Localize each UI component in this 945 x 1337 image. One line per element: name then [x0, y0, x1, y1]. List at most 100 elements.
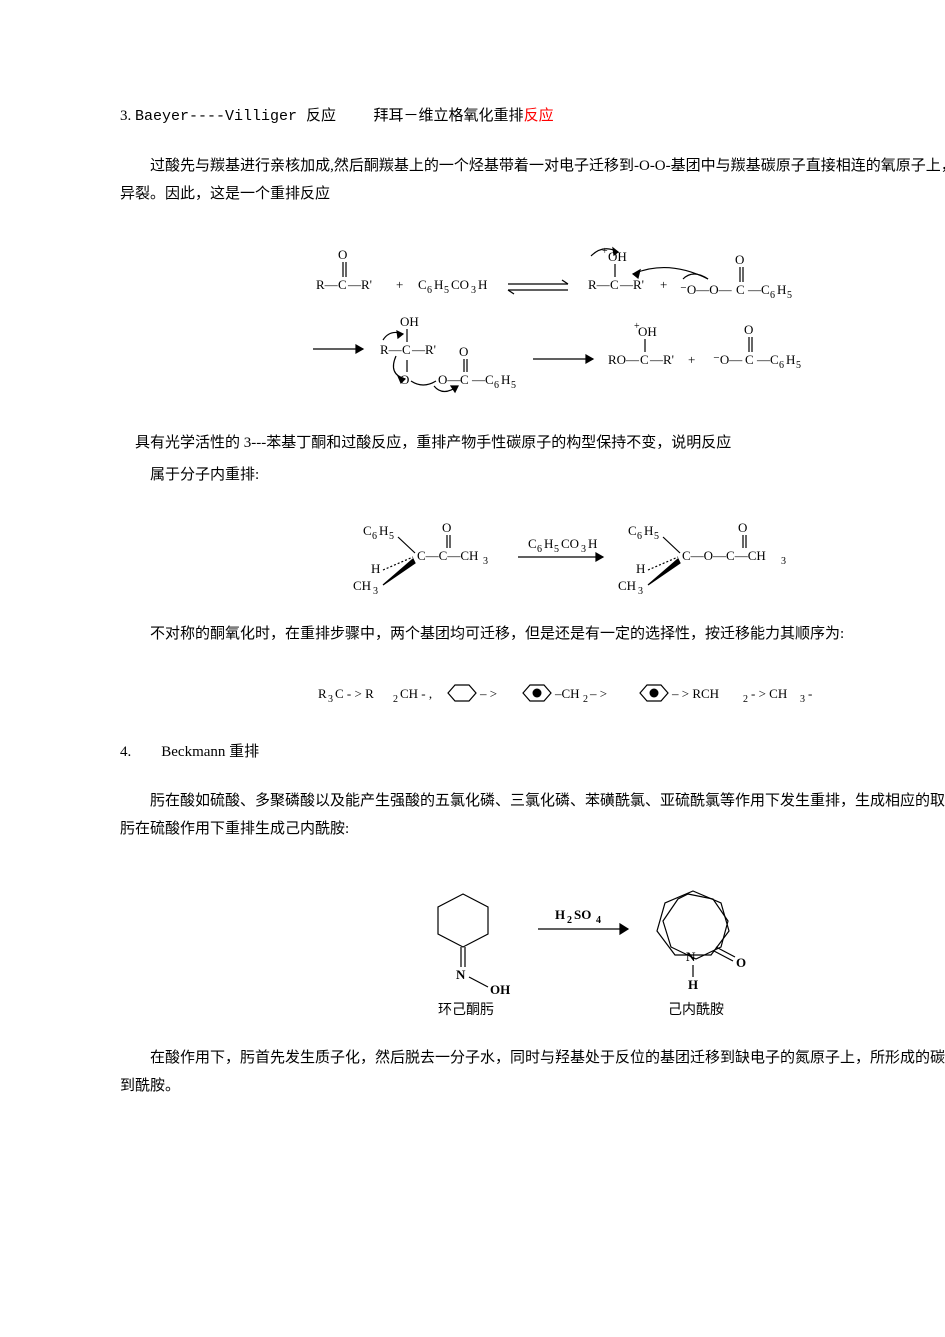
svg-text:6: 6	[372, 531, 377, 542]
svg-text:2: 2	[743, 694, 748, 705]
svg-text:SO: SO	[574, 907, 591, 922]
svg-text:RO—: RO—	[608, 352, 640, 367]
sec4-para2: 在酸作用下，肟首先发生质子化，然后脱去一分子水，同时与羟基处于反位的基团迁移到缺…	[120, 1044, 945, 1101]
svg-text:O—: O—	[438, 372, 461, 387]
svg-text:+: +	[660, 277, 667, 292]
fig4-right-label: 己内酰胺	[668, 1002, 724, 1018]
svg-text:5: 5	[554, 544, 559, 555]
sec3-cn-red: 反应	[524, 108, 554, 124]
svg-text:C: C	[402, 342, 411, 357]
sec3-para3: 不对称的酮氧化时，在重排步骤中，两个基团均可迁移，但是还是有一定的选择性，按迁移…	[120, 620, 945, 649]
svg-text:3: 3	[581, 544, 586, 555]
svg-text:+: +	[688, 352, 695, 367]
svg-text:H: H	[555, 907, 565, 922]
svg-text:R—: R—	[588, 277, 611, 292]
svg-text:6: 6	[494, 380, 499, 391]
svg-text:3: 3	[638, 586, 643, 595]
svg-text:3: 3	[373, 586, 378, 595]
svg-text:H: H	[478, 277, 487, 292]
svg-text:6: 6	[770, 290, 775, 301]
svg-text:H: H	[588, 536, 597, 551]
sec3-num: 3.	[120, 108, 135, 124]
sec3-cn-prefix: 拜耳－维立格氧化重排	[374, 108, 524, 124]
svg-text:C: C	[418, 277, 427, 292]
svg-text:5: 5	[511, 380, 516, 391]
svg-text:—C: —C	[747, 282, 770, 297]
svg-text:O: O	[735, 252, 744, 267]
svg-text:C: C	[640, 352, 649, 367]
svg-text:C: C	[628, 523, 637, 538]
svg-text:3: 3	[471, 285, 476, 296]
svg-text:–CH: –CH	[554, 686, 580, 701]
svg-text:OH: OH	[490, 982, 510, 997]
svg-text:3: 3	[800, 694, 805, 705]
svg-text:4: 4	[596, 915, 601, 926]
svg-text:O: O	[338, 247, 347, 262]
svg-text:O: O	[738, 520, 747, 535]
svg-text:5: 5	[444, 285, 449, 296]
svg-text:O: O	[736, 955, 746, 970]
svg-text:C: C	[745, 352, 754, 367]
sec4-para1: 肟在酸如硫酸、多聚磷酸以及能产生强酸的五氯化磷、三氯化磷、苯磺酰氯、亚硫酰氯等作…	[120, 787, 945, 844]
svg-text:CO: CO	[451, 277, 469, 292]
svg-text:H: H	[379, 523, 388, 538]
svg-text:C: C	[528, 536, 537, 551]
section3-heading: 3. Baeyer----Villiger 反应 拜耳－维立格氧化重排反应	[120, 102, 945, 132]
svg-text:6: 6	[637, 531, 642, 542]
svg-text:—C: —C	[471, 372, 494, 387]
svg-text:CH: CH	[618, 578, 636, 593]
svg-text:CH: CH	[353, 578, 371, 593]
svg-text:3: 3	[328, 694, 333, 705]
svg-text:H: H	[644, 523, 653, 538]
svg-text:5: 5	[389, 531, 394, 542]
svg-text:6: 6	[427, 285, 432, 296]
fig2-chiral: C6H5 H CH3 C—C—CH3 O C6H5CO3H C6H5 H CH3…	[120, 515, 945, 595]
svg-text:H: H	[371, 561, 380, 576]
svg-text:—R': —R'	[619, 277, 644, 292]
svg-text:—C: —C	[756, 352, 779, 367]
svg-text:H: H	[501, 372, 510, 387]
svg-text:-: -	[808, 686, 812, 701]
fig4-beckmann: N OH H2SO4 N H O 环己酮肟 己内酰胺	[120, 869, 945, 1019]
svg-text:C—O—C—CH: C—O—C—CH	[682, 548, 766, 563]
fig3-migration-order: R3C - > R2CH - , – > –CH2– > – > RCH2- >…	[120, 673, 945, 713]
svg-text:– >: – >	[589, 686, 607, 701]
svg-text:OH: OH	[400, 314, 419, 329]
svg-text:5: 5	[796, 360, 801, 371]
fig4-left-label: 环己酮肟	[438, 1003, 494, 1018]
svg-text:—R': —R'	[411, 342, 436, 357]
svg-text:C: C	[338, 277, 347, 292]
svg-text:O: O	[442, 520, 451, 535]
sec3-para2a: 具有光学活性的 3---苯基丁酮和过酸反应，重排产物手性碳原子的构型保持不变，说…	[135, 429, 945, 458]
sec3-en: Baeyer----Villiger 反应	[135, 108, 336, 125]
svg-text:R: R	[318, 686, 327, 701]
svg-text:—R': —R'	[347, 277, 372, 292]
svg-text:⁻O—O—: ⁻O—O—	[680, 282, 733, 297]
svg-text:R—: R—	[316, 277, 339, 292]
svg-text:H: H	[786, 352, 795, 367]
svg-text:C: C	[736, 282, 745, 297]
svg-text:H: H	[636, 561, 645, 576]
svg-text:R—: R—	[380, 342, 403, 357]
svg-text:3: 3	[781, 556, 786, 567]
svg-text:N: N	[686, 949, 696, 964]
svg-text:C - > R: C - > R	[335, 686, 374, 701]
svg-text:+: +	[602, 246, 608, 257]
svg-text:OH: OH	[638, 324, 657, 339]
svg-text:6: 6	[537, 544, 542, 555]
svg-text:– >: – >	[479, 686, 497, 701]
svg-text:C: C	[363, 523, 372, 538]
section4-heading: 4. Beckmann 重排	[120, 738, 945, 767]
fig1-mechanism: R— C —R' O + C6 H5 CO3 H R— C —R' OH + +…	[120, 234, 945, 404]
svg-text:5: 5	[787, 290, 792, 301]
svg-text:H: H	[434, 277, 443, 292]
svg-text:O: O	[459, 344, 468, 359]
sec3-para2b: 属于分子内重排:	[150, 461, 945, 490]
svg-text:N: N	[456, 967, 466, 982]
svg-text:- > CH: - > CH	[751, 686, 787, 701]
svg-text:6: 6	[779, 360, 784, 371]
svg-text:H: H	[688, 977, 698, 992]
svg-text:+: +	[634, 321, 640, 332]
svg-text:5: 5	[654, 531, 659, 542]
svg-text:CH - ,: CH - ,	[400, 686, 432, 701]
